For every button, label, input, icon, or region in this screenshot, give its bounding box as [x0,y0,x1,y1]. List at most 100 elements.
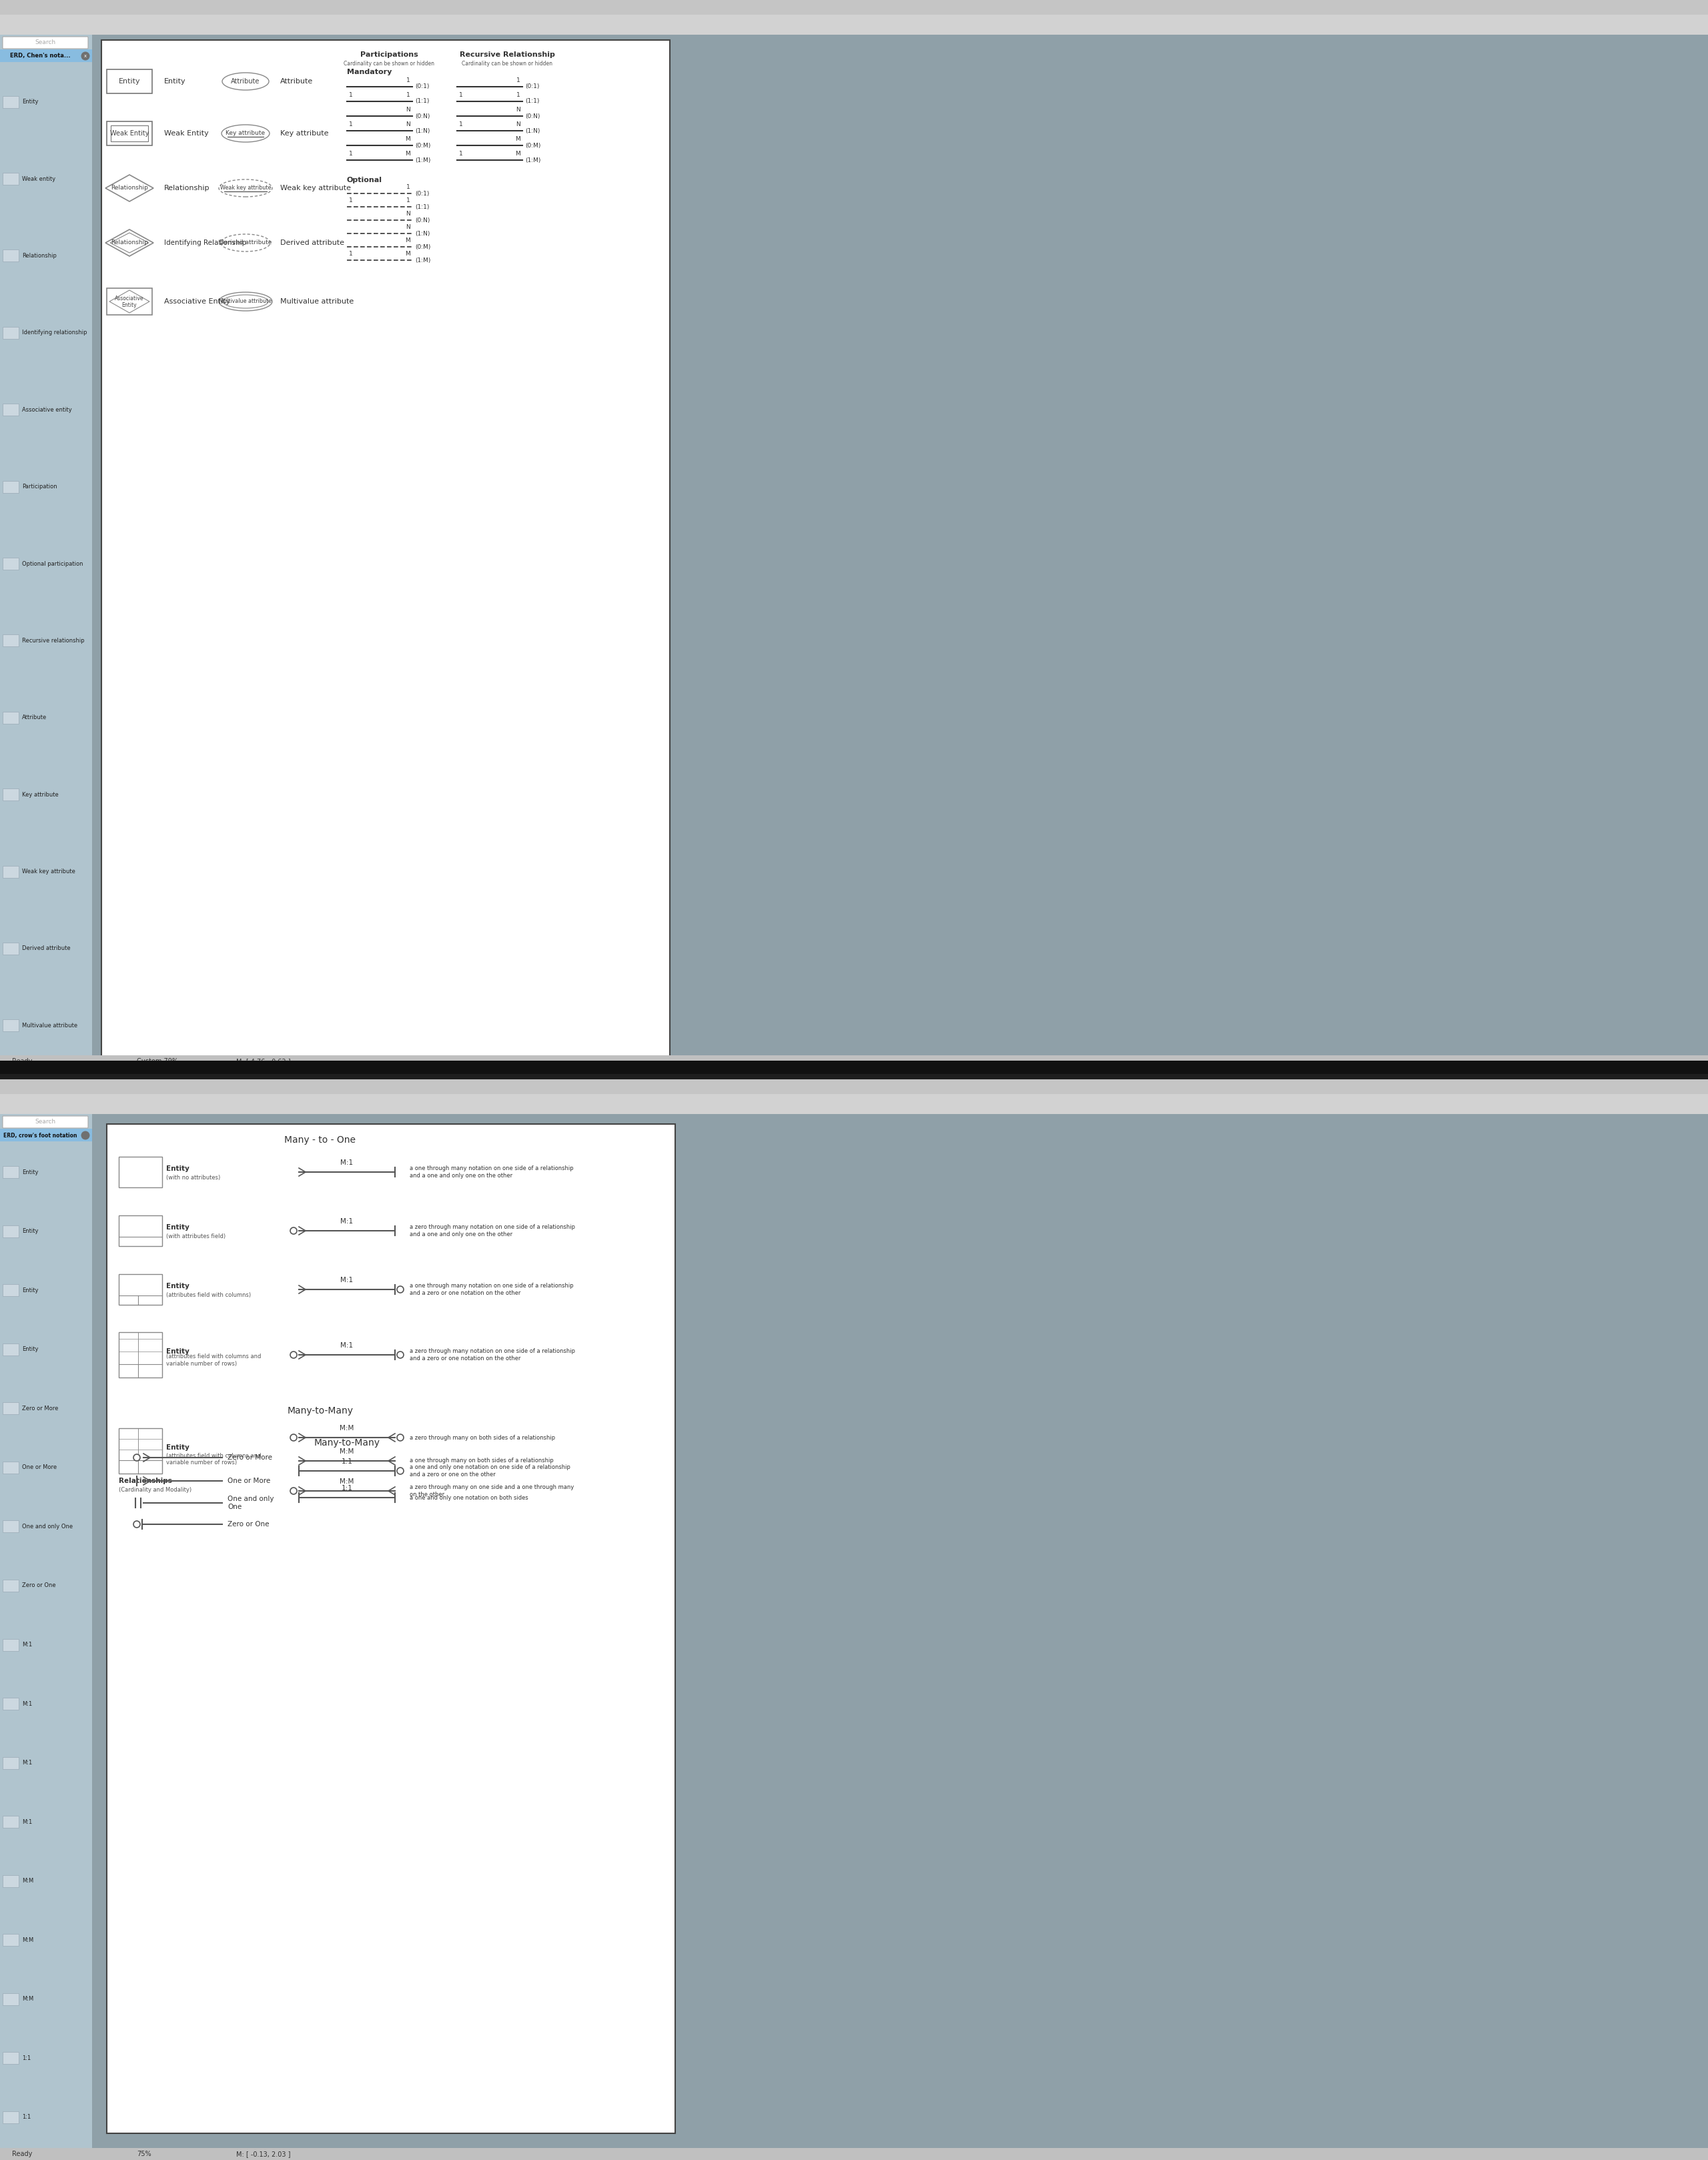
Text: (with attributes field): (with attributes field) [166,1233,225,1240]
Text: M: M [405,136,410,143]
Text: Ready: Ready [12,1058,32,1065]
Text: M:M: M:M [340,1447,354,1456]
Text: a one through many on both sides of a relationship: a one through many on both sides of a re… [410,1458,553,1464]
Text: Entity: Entity [166,1445,190,1452]
Text: M:1: M:1 [340,1218,354,1225]
Bar [3,1817,19,1827]
Text: M:M: M:M [22,1877,34,1884]
Text: 1: 1 [516,78,521,84]
Bar [3,1225,19,1238]
Bar [3,866,19,877]
Polygon shape [109,233,149,253]
Text: (0:M): (0:M) [415,244,430,251]
Text: (1:1): (1:1) [524,99,540,104]
Bar [3,1933,19,1946]
Polygon shape [106,229,154,257]
Text: N: N [516,121,521,127]
Text: 1: 1 [348,197,354,203]
Bar [0,15,1708,35]
Text: Zero or More: Zero or More [227,1454,272,1460]
Text: ERD, crow's foot notation: ERD, crow's foot notation [3,1132,77,1138]
Text: Key attribute: Key attribute [280,130,328,136]
Text: (1:M): (1:M) [415,158,430,164]
Bar [3,942,19,955]
Text: Associative: Associative [114,296,143,302]
Text: Multivalue attribute: Multivalue attribute [219,298,272,305]
Text: M:1: M:1 [22,1819,32,1825]
Bar [3,1579,19,1592]
Ellipse shape [219,292,272,311]
Text: M: M [405,251,410,257]
Text: 1: 1 [348,251,354,257]
Bar [3,173,19,186]
Text: Ready: Ready [12,2151,32,2158]
Bar [3,711,19,724]
Circle shape [133,1521,140,1527]
Text: Weak key attribute: Weak key attribute [280,186,350,192]
Text: (with no attributes): (with no attributes) [166,1175,220,1179]
Text: 1: 1 [459,151,463,158]
Text: 1: 1 [407,184,410,190]
Ellipse shape [222,73,268,91]
Text: 1: 1 [459,121,463,127]
Bar [120,1333,162,1378]
Ellipse shape [80,1132,91,1140]
Text: 1:1: 1:1 [342,1484,352,1493]
Text: Zero or More: Zero or More [22,1406,58,1410]
Text: Many - to - One: Many - to - One [285,1136,355,1145]
Bar [0,50,92,63]
Text: Entity: Entity [166,1283,190,1290]
Bar [111,125,149,140]
Text: Identifying relationship: Identifying relationship [22,330,87,335]
Ellipse shape [222,296,268,309]
Text: M: [ 4.76, -0.62 ]: M: [ 4.76, -0.62 ] [236,1058,290,1065]
Text: Entity: Entity [164,78,186,84]
Text: Attribute: Attribute [231,78,260,84]
Text: (0:N): (0:N) [415,112,430,119]
Text: (1:M): (1:M) [415,257,430,264]
Text: (1:1): (1:1) [415,203,429,210]
Text: Associative Entity: Associative Entity [164,298,231,305]
Text: (0:1): (0:1) [415,84,429,91]
Bar [101,41,670,1056]
Text: N: N [407,212,410,216]
Text: One and only One: One and only One [22,1523,73,1529]
Text: Optional: Optional [347,177,383,184]
Text: (1:1): (1:1) [415,99,429,104]
Text: (0:M): (0:M) [524,143,541,149]
Text: M: M [516,151,521,158]
Bar [3,1994,19,2004]
Text: Relationship: Relationship [111,240,149,246]
Text: (0:N): (0:N) [524,112,540,119]
Text: 1:1: 1:1 [22,2115,31,2121]
Bar [3,2110,19,2123]
Text: x: x [84,54,87,58]
Ellipse shape [219,179,272,197]
Ellipse shape [220,233,270,251]
Text: (1:N): (1:N) [415,127,430,134]
Text: Associative entity: Associative entity [22,406,72,413]
Bar [120,1158,162,1188]
FancyBboxPatch shape [3,37,89,50]
Text: Search: Search [34,1119,56,1125]
Circle shape [396,1467,403,1475]
Text: M:1: M:1 [22,1700,32,1706]
Text: a zero through many notation on one side of a relationship
and a one and only on: a zero through many notation on one side… [410,1225,576,1238]
Text: M:1: M:1 [340,1160,354,1166]
Text: Entity: Entity [166,1166,190,1173]
Bar [3,1166,19,1177]
Text: (1:N): (1:N) [415,231,430,235]
Text: Entity: Entity [166,1225,190,1231]
Text: N: N [516,106,521,112]
Text: Relationships: Relationships [120,1477,173,1484]
FancyBboxPatch shape [3,1117,89,1128]
Text: Derived attribute: Derived attribute [280,240,345,246]
Text: Entity: Entity [118,78,140,84]
Text: 1: 1 [459,93,463,97]
Text: Weak Entity: Weak Entity [164,130,208,136]
Polygon shape [106,175,154,201]
Text: Cardinality can be shown or hidden: Cardinality can be shown or hidden [343,60,434,67]
Text: Entity: Entity [22,1169,38,1175]
Text: ERD, Chen's nota...: ERD, Chen's nota... [10,54,70,58]
Text: 1: 1 [348,121,354,127]
